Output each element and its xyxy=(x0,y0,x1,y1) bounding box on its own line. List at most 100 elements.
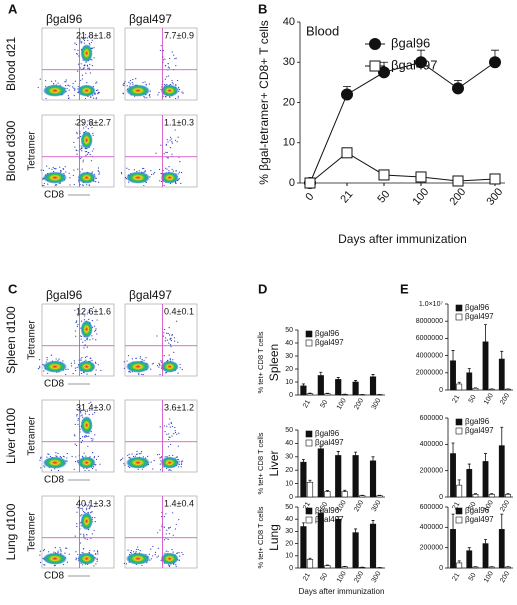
flow-event xyxy=(178,173,179,174)
flow-event xyxy=(160,469,161,470)
flow-event xyxy=(128,169,129,170)
flow-event xyxy=(125,177,126,178)
flow-event xyxy=(126,563,127,564)
y-tick-label: 10 xyxy=(283,137,295,149)
flow-event xyxy=(176,321,177,322)
flow-event xyxy=(175,528,176,529)
flow-event xyxy=(138,374,139,375)
flow-event xyxy=(169,565,170,566)
y-tick-label: 10 xyxy=(285,379,293,386)
flow-event xyxy=(95,83,96,84)
flow-event xyxy=(75,322,76,323)
y-tick-label: 1.0×10⁷ xyxy=(419,301,444,308)
flow-event xyxy=(179,161,180,162)
flow-event xyxy=(65,85,66,86)
bar xyxy=(325,566,331,568)
flow-event xyxy=(92,438,93,439)
flow-event xyxy=(90,358,91,359)
flow-event xyxy=(42,178,43,179)
flow-event xyxy=(100,370,101,371)
bar xyxy=(335,379,341,395)
y-tick-label: 20 xyxy=(283,96,295,108)
flow-event xyxy=(95,330,96,331)
flow-density xyxy=(126,85,150,97)
y-axis-label: Tetramer xyxy=(27,512,38,552)
flow-event xyxy=(159,457,160,458)
flow-event xyxy=(85,340,86,341)
flow-event xyxy=(181,461,182,462)
flow-event xyxy=(90,512,91,513)
flow-event xyxy=(84,43,85,44)
flow-event xyxy=(91,335,92,336)
bar xyxy=(499,359,504,390)
y-tick-label: 400000 xyxy=(420,524,443,531)
flow-event xyxy=(131,453,132,454)
flow-event xyxy=(38,368,39,369)
flow-event xyxy=(158,366,159,367)
flow-event xyxy=(81,42,82,43)
flow-event xyxy=(92,414,93,415)
y-tick-label: 0 xyxy=(439,387,443,394)
flow-event xyxy=(157,365,158,366)
x-tick-label: 300 xyxy=(371,499,383,513)
flow-event xyxy=(179,364,180,365)
bar xyxy=(301,386,307,395)
flow-event xyxy=(47,184,48,185)
flow-event xyxy=(159,454,160,455)
x-tick-label: 200 xyxy=(353,397,365,411)
flow-event xyxy=(84,453,85,454)
flow-event xyxy=(84,437,85,438)
flow-event xyxy=(140,356,141,357)
flow-event xyxy=(155,552,156,553)
row-label: Blood d300 xyxy=(4,120,18,181)
flow-event xyxy=(98,171,99,172)
row-label: Lung xyxy=(267,524,281,551)
flow-event xyxy=(91,511,92,512)
flow-event xyxy=(179,560,180,561)
flow-event xyxy=(94,517,95,518)
error-bar xyxy=(468,369,471,373)
flow-event xyxy=(85,360,86,361)
flow-event xyxy=(85,413,86,414)
flow-event xyxy=(168,528,169,529)
flow-event xyxy=(160,50,161,51)
marker xyxy=(305,178,315,188)
flow-event xyxy=(74,435,75,436)
flow-event xyxy=(169,97,170,98)
bar xyxy=(483,461,488,497)
flow-event xyxy=(81,150,82,151)
flow-event xyxy=(178,87,179,88)
flow-event xyxy=(173,83,174,84)
flow-density xyxy=(161,457,179,469)
legend-swatch xyxy=(306,340,312,346)
flow-event xyxy=(181,466,182,467)
flow-event xyxy=(51,81,52,82)
flow-event xyxy=(91,59,92,60)
quadrant-percent: 21.8±1.8 xyxy=(76,30,111,40)
bar xyxy=(467,551,472,568)
bar xyxy=(307,559,313,568)
flow-event xyxy=(170,470,171,471)
x-tick-label: 300 xyxy=(371,570,383,584)
flow-event xyxy=(47,359,48,360)
bar xyxy=(307,394,313,395)
flow-event xyxy=(74,362,75,363)
legend-marker xyxy=(370,61,380,71)
flow-event xyxy=(172,82,173,83)
flow-event xyxy=(75,424,76,425)
flow-event xyxy=(132,358,133,359)
flow-event xyxy=(97,319,98,320)
legend-label: βgal96 xyxy=(315,506,340,515)
legend-label: βgal96 xyxy=(315,429,340,438)
flow-event xyxy=(92,133,93,134)
flow-event xyxy=(161,181,162,182)
flow-event xyxy=(150,368,151,369)
flow-event xyxy=(164,539,165,540)
flow-event xyxy=(127,455,128,456)
flow-event xyxy=(38,87,39,88)
flow-event xyxy=(99,172,100,173)
flow-event xyxy=(58,359,59,360)
flow-event xyxy=(98,174,99,175)
flow-event xyxy=(170,147,171,148)
flow-event xyxy=(78,418,79,419)
